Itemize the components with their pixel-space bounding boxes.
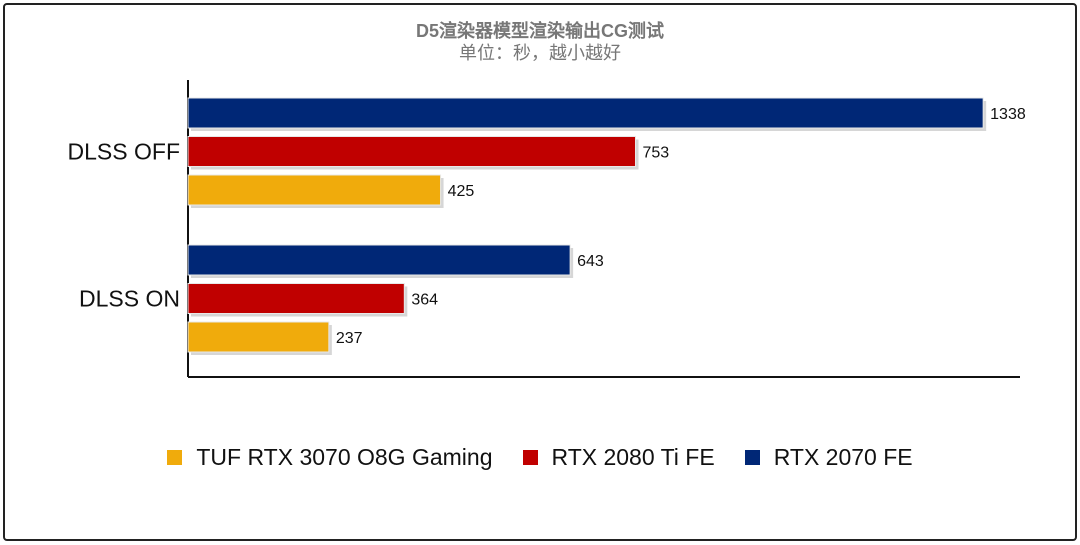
data-label: 364 <box>411 292 438 309</box>
legend-label: TUF RTX 3070 O8G Gaming <box>196 444 493 470</box>
bar-rtx-2070-fe <box>187 97 984 129</box>
bar-rtx-2070-fe <box>187 244 571 276</box>
data-label: 237 <box>336 330 363 347</box>
bar-rtx-2080-ti-fe <box>187 136 636 167</box>
legend-item: RTX 2080 Ti FE <box>522 444 715 471</box>
legend-item: RTX 2070 FE <box>744 444 913 471</box>
data-label: 643 <box>577 253 604 270</box>
bar-rtx-2080-ti-fe <box>187 283 405 314</box>
bar-tuf-rtx-3070-o8g-gaming <box>187 321 330 353</box>
chart-frame <box>3 3 1077 541</box>
legend: TUF RTX 3070 O8G Gaming RTX 2080 Ti FE RTX… <box>0 444 1080 471</box>
category-label: DLSS ON <box>79 286 180 312</box>
data-label: 425 <box>448 183 475 200</box>
legend-label: RTX 2080 Ti FE <box>551 444 715 470</box>
legend-swatch <box>167 450 183 465</box>
category-label: DLSS OFF <box>68 139 180 165</box>
chart-title: D5渲染器模型渲染输出CG测试 <box>415 21 664 41</box>
chart-subtitle: 单位：秒，越小越好 <box>459 43 621 63</box>
data-label: 1338 <box>990 106 1026 123</box>
bar-tuf-rtx-3070-o8g-gaming <box>187 174 442 206</box>
legend-item: TUF RTX 3070 O8G Gaming <box>167 444 493 471</box>
data-label: 753 <box>642 145 669 162</box>
legend-swatch <box>744 450 760 465</box>
legend-label: RTX 2070 FE <box>773 444 913 470</box>
legend-swatch <box>522 450 538 465</box>
